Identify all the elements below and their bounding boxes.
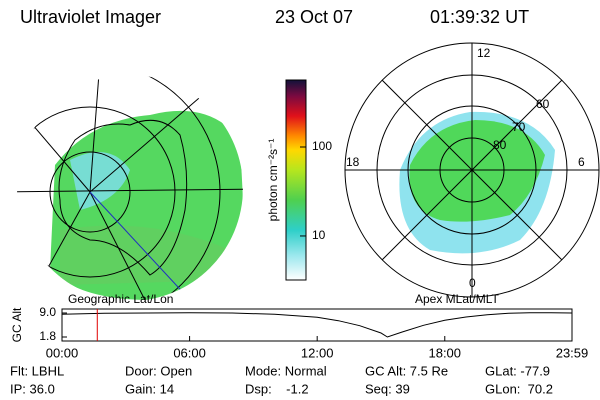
x-tick-label: 18:00 (428, 345, 461, 360)
date: 23 Oct 07 (275, 7, 353, 27)
status-field: Door: Open (125, 363, 192, 378)
mlt-label: 18 (346, 155, 360, 169)
lat-circle (49, 151, 131, 233)
mlt-label: 6 (578, 155, 585, 169)
y-tick-label: 9.0 (39, 305, 56, 319)
status-field: GC Alt: 7.5 Re (365, 363, 448, 378)
aurora-image (409, 120, 545, 222)
magnetic-map: 12 6 0 18 60 70 80 (344, 42, 600, 298)
mlat-label: 80 (493, 138, 507, 152)
map-caption: Geographic Lat/Lon (68, 292, 173, 306)
status-field: Gain: 14 (125, 381, 174, 396)
geographic-map (17, 75, 243, 301)
x-tick-label: 06:00 (173, 345, 206, 360)
x-tick-label: 00:00 (46, 345, 79, 360)
lon-line (89, 191, 151, 301)
colorbar (285, 79, 307, 281)
lon-line (89, 79, 221, 193)
status-field: GLon: 70.2 (485, 381, 553, 396)
instrument-title: Ultraviolet Imager (20, 7, 161, 27)
lat-circle (17, 106, 176, 278)
coastline (58, 119, 188, 276)
y-axis-label: GC Alt (10, 307, 24, 342)
status-field: Mode: Normal (245, 363, 327, 378)
mlt-line (379, 77, 565, 263)
map-caption: Apex MLat/MLT (415, 292, 499, 306)
colorbar-tick-label: 100 (312, 139, 332, 153)
lon-line (17, 188, 243, 193)
time: 01:39:32 UT (430, 7, 529, 27)
status-field: GLat: -77.9 (485, 363, 550, 378)
status-field: Dsp: -1.2 (245, 381, 309, 396)
lon-line (89, 75, 101, 193)
aurora-image (60, 225, 240, 285)
aurora-image (70, 152, 130, 210)
sun-line (89, 191, 191, 301)
mlat-label: 70 (512, 120, 526, 134)
lat-circle (17, 75, 221, 301)
mlat-label: 60 (536, 97, 550, 111)
status-field: Flt: LBHL (10, 363, 64, 378)
y-tick-label: 1.8 (39, 329, 56, 343)
x-tick-label: 12:00 (301, 345, 334, 360)
status-field: Seq: 39 (365, 381, 410, 396)
colorbar-tick-label: 10 (312, 228, 326, 242)
mlt-label: 12 (477, 46, 491, 60)
altitude-line (61, 312, 573, 338)
status-field: IP: 36.0 (10, 381, 55, 396)
colorbar-label: photon cm⁻²s⁻¹ (266, 139, 280, 222)
x-tick-label: 23:59 (556, 345, 589, 360)
mlt-label: 0 (469, 276, 476, 290)
